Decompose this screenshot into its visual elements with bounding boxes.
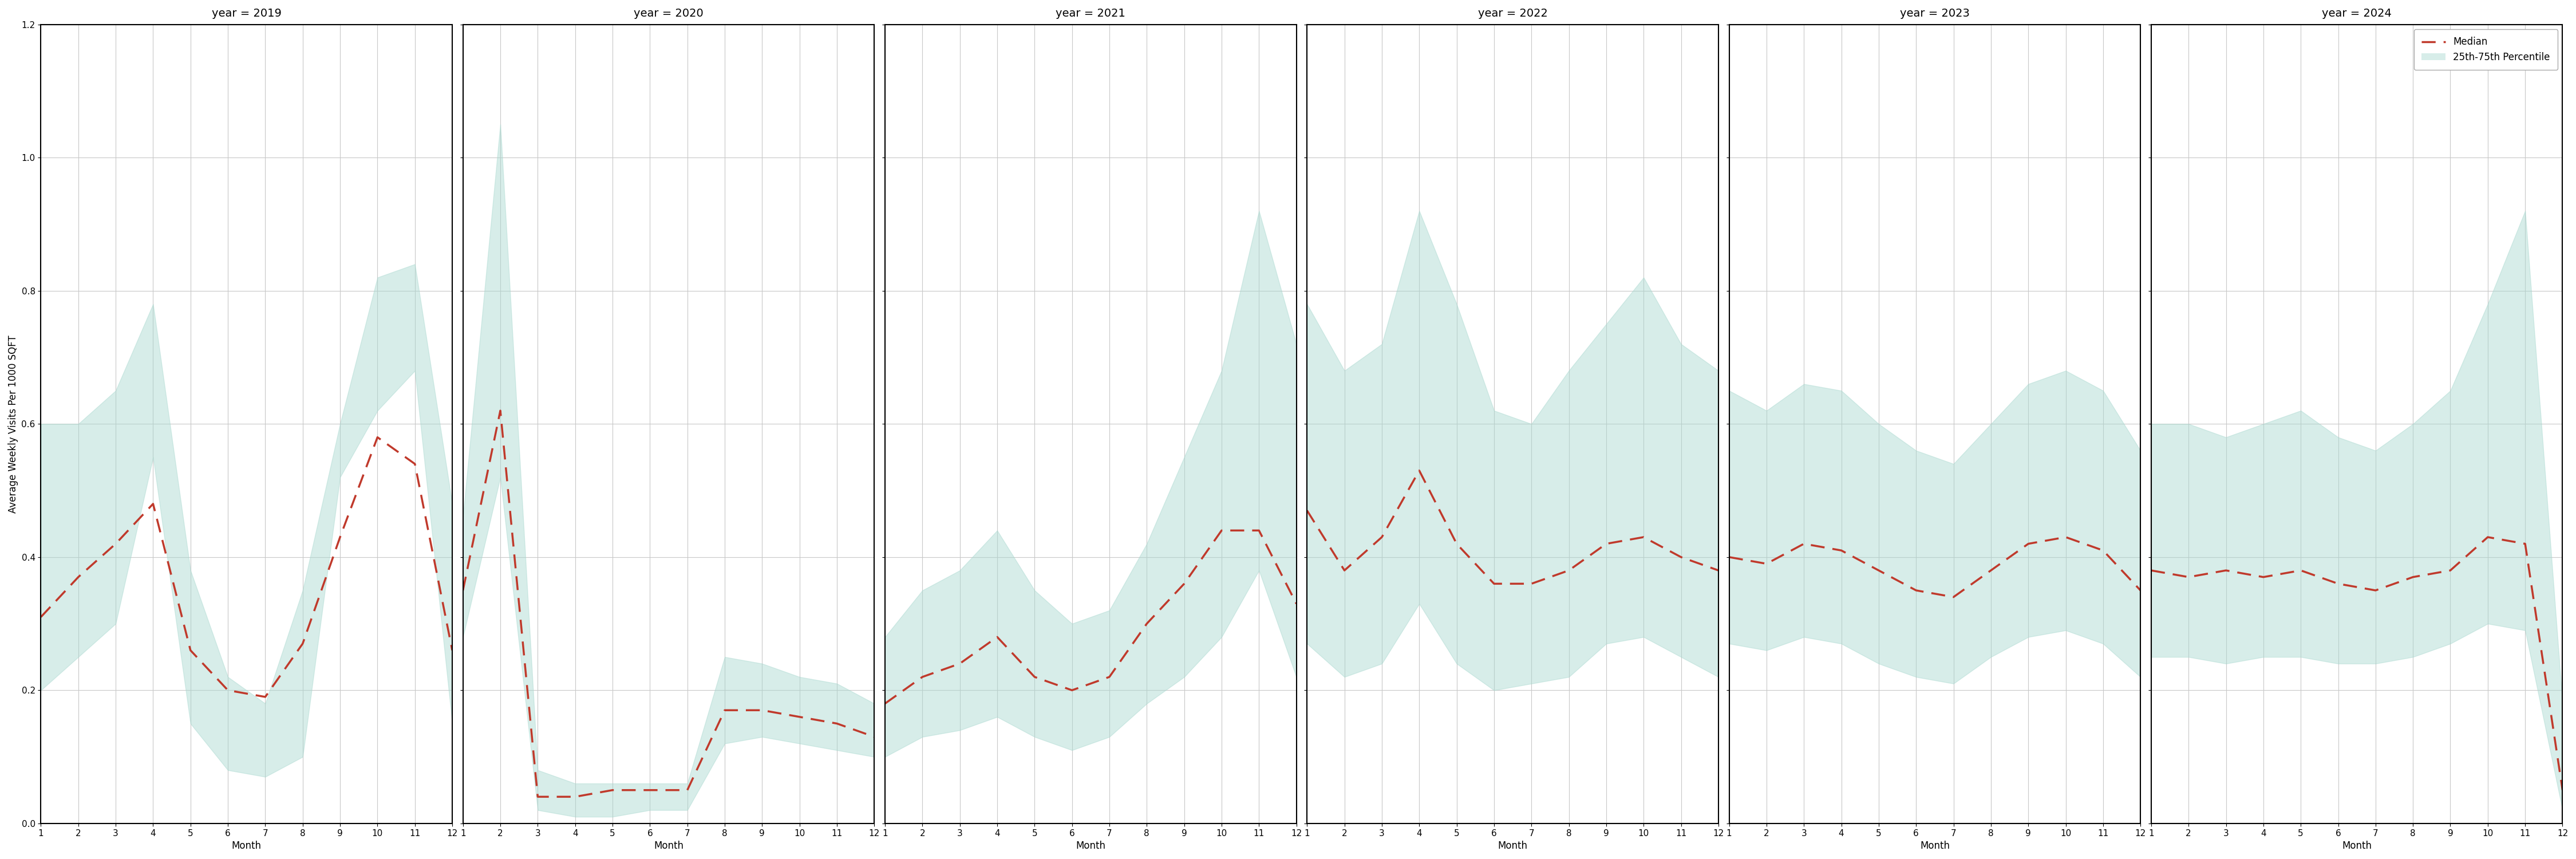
Median — [1752, 558, 1783, 569]
Title: year = 2019: year = 2019 — [211, 8, 281, 19]
Median — [2360, 585, 2391, 595]
Line: Median: Median — [464, 411, 873, 797]
Median — [1826, 545, 1857, 556]
Median — [2473, 532, 2504, 542]
Title: year = 2022: year = 2022 — [1479, 8, 1548, 19]
Line: Median: Median — [1728, 537, 2141, 597]
Median — [523, 792, 554, 802]
X-axis label: Month: Month — [1919, 841, 1950, 851]
Median — [2125, 585, 2156, 595]
Median — [1056, 685, 1087, 696]
Median — [1553, 565, 1584, 576]
Median — [438, 645, 469, 655]
Median — [2398, 572, 2429, 582]
Median — [747, 705, 778, 716]
Line: Median: Median — [1306, 471, 1718, 584]
Median — [1628, 532, 1659, 542]
Line: Median: Median — [41, 437, 453, 697]
X-axis label: Month: Month — [1077, 841, 1105, 851]
Median — [399, 459, 430, 469]
Median — [1937, 592, 1968, 602]
Median — [858, 732, 889, 742]
Median — [1365, 532, 1396, 542]
Median — [1170, 579, 1200, 589]
Median — [1479, 579, 1510, 589]
Median — [2509, 539, 2540, 549]
Median — [1280, 599, 1311, 609]
X-axis label: Month: Month — [2342, 841, 2372, 851]
Median — [2249, 572, 2280, 582]
Median — [250, 691, 281, 702]
Median — [137, 499, 167, 509]
Median — [26, 612, 57, 622]
Median — [2434, 565, 2465, 576]
Median — [1291, 505, 1321, 515]
Median — [981, 632, 1012, 643]
Median — [1244, 526, 1275, 536]
Median — [2548, 785, 2576, 795]
Median — [1788, 539, 1819, 549]
Median — [484, 405, 515, 416]
X-axis label: Month: Month — [654, 841, 683, 851]
Y-axis label: Average Weekly Visits Per 1000 SQFT: Average Weekly Visits Per 1000 SQFT — [8, 335, 18, 513]
Median — [2087, 545, 2117, 556]
Median — [1713, 552, 1744, 563]
Median — [286, 638, 317, 649]
Legend: Median, 25th-75th Percentile: Median, 25th-75th Percentile — [2414, 29, 2558, 70]
Median — [2285, 565, 2316, 576]
Median — [62, 572, 93, 582]
Median — [871, 698, 902, 709]
Title: year = 2021: year = 2021 — [1056, 8, 1126, 19]
Median — [1703, 565, 1734, 576]
Median — [100, 539, 131, 549]
Median — [598, 785, 629, 795]
Median — [1329, 565, 1360, 576]
Median — [2210, 565, 2241, 576]
Median — [1976, 565, 2007, 576]
Median — [1404, 466, 1435, 476]
Median — [2012, 539, 2043, 549]
Line: Median: Median — [886, 531, 1296, 704]
Median — [1517, 579, 1548, 589]
Title: year = 2020: year = 2020 — [634, 8, 703, 19]
Median — [2324, 579, 2354, 589]
Median — [363, 432, 394, 442]
Median — [822, 718, 853, 728]
Median — [1862, 565, 1893, 576]
Median — [1440, 539, 1471, 549]
Median — [945, 659, 976, 669]
Median — [1901, 585, 1932, 595]
Median — [1592, 539, 1623, 549]
Median — [634, 785, 665, 795]
Median — [1667, 552, 1698, 563]
Median — [1206, 526, 1236, 536]
Median — [325, 532, 355, 542]
X-axis label: Month: Month — [1497, 841, 1528, 851]
Median — [672, 785, 703, 795]
Median — [448, 585, 479, 595]
Median — [2136, 565, 2166, 576]
Median — [1095, 672, 1126, 682]
X-axis label: Month: Month — [232, 841, 260, 851]
Median — [907, 672, 938, 682]
Median — [559, 792, 590, 802]
Title: year = 2023: year = 2023 — [1901, 8, 1971, 19]
Median — [2174, 572, 2205, 582]
Median — [783, 712, 814, 722]
Median — [708, 705, 739, 716]
Line: Median: Median — [2151, 537, 2563, 790]
Median — [211, 685, 242, 696]
Median — [175, 645, 206, 655]
Median — [1131, 618, 1162, 629]
Title: year = 2024: year = 2024 — [2321, 8, 2391, 19]
Median — [1020, 672, 1051, 682]
Median — [2050, 532, 2081, 542]
